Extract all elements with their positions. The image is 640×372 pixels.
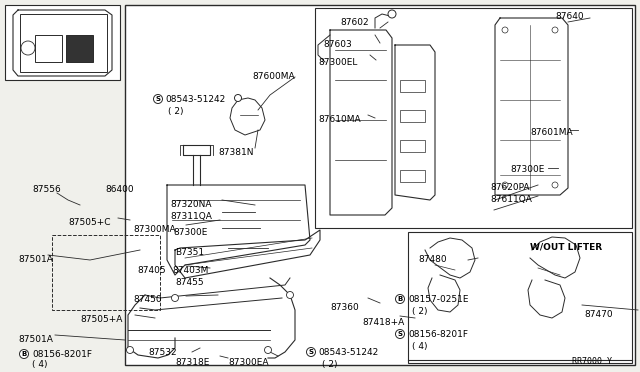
Text: 87360: 87360 — [330, 303, 359, 312]
Text: 86400: 86400 — [105, 185, 134, 194]
Text: S: S — [308, 349, 314, 355]
Text: 08157-0251E: 08157-0251E — [408, 295, 468, 304]
Text: 87418+A: 87418+A — [362, 318, 404, 327]
Text: 87300E: 87300E — [510, 165, 545, 174]
Bar — [125, 5, 635, 365]
Bar — [52, 235, 160, 310]
Circle shape — [154, 94, 163, 103]
Text: 87311QA: 87311QA — [170, 212, 212, 221]
Bar — [400, 80, 425, 92]
Text: 87532: 87532 — [148, 348, 177, 357]
Bar — [400, 170, 425, 182]
Text: 87640: 87640 — [555, 12, 584, 21]
Text: 87470: 87470 — [584, 310, 612, 319]
Text: ( 4): ( 4) — [32, 360, 47, 369]
Text: 87556: 87556 — [32, 185, 61, 194]
Circle shape — [172, 295, 179, 301]
Circle shape — [307, 347, 316, 356]
Text: 87600MA: 87600MA — [252, 72, 294, 81]
Bar — [400, 140, 425, 152]
Text: 87611QA: 87611QA — [490, 195, 532, 204]
Text: 87450: 87450 — [133, 295, 162, 304]
Circle shape — [234, 94, 241, 102]
Circle shape — [21, 41, 35, 55]
Text: 87455: 87455 — [175, 278, 204, 287]
Text: 87505+A: 87505+A — [80, 315, 122, 324]
Circle shape — [388, 10, 396, 18]
Text: ( 2): ( 2) — [168, 107, 184, 116]
Circle shape — [502, 27, 508, 33]
Text: ( 2): ( 2) — [412, 307, 428, 316]
Text: RR7000 Y: RR7000 Y — [572, 357, 612, 366]
Text: 87603: 87603 — [323, 40, 352, 49]
Text: 87318E: 87318E — [175, 358, 209, 367]
Text: 87320NA: 87320NA — [170, 200, 211, 209]
Bar — [5, 5, 120, 80]
Text: B: B — [21, 351, 27, 357]
Text: 87300EA: 87300EA — [228, 358, 269, 367]
Circle shape — [287, 292, 294, 298]
Text: 87300E: 87300E — [173, 228, 207, 237]
Text: ( 4): ( 4) — [412, 342, 428, 351]
Text: 87300MA: 87300MA — [133, 225, 175, 234]
Circle shape — [264, 346, 271, 353]
Circle shape — [552, 182, 558, 188]
Text: 87610MA: 87610MA — [318, 115, 360, 124]
Bar — [408, 232, 632, 363]
Text: 87601MA: 87601MA — [530, 128, 573, 137]
Text: S: S — [156, 96, 161, 102]
Bar — [35, 35, 62, 62]
Text: 87403M: 87403M — [172, 266, 209, 275]
Text: 87480: 87480 — [418, 255, 447, 264]
Circle shape — [396, 330, 404, 339]
Text: S: S — [397, 331, 403, 337]
Text: 87501A: 87501A — [18, 335, 53, 344]
Text: 08543-51242: 08543-51242 — [165, 95, 225, 104]
Bar — [66, 35, 93, 62]
Text: ( 2): ( 2) — [322, 360, 337, 369]
Circle shape — [502, 182, 508, 188]
Text: 87501A: 87501A — [18, 255, 53, 264]
Text: 87300EL: 87300EL — [318, 58, 357, 67]
Text: 87381N: 87381N — [218, 148, 253, 157]
Text: 87505+C: 87505+C — [68, 218, 111, 227]
Bar — [400, 110, 425, 122]
Text: 87602: 87602 — [340, 18, 369, 27]
Circle shape — [127, 346, 134, 353]
Circle shape — [396, 295, 404, 304]
Text: W/OUT LIFTER: W/OUT LIFTER — [530, 242, 602, 251]
Text: 87405: 87405 — [137, 266, 166, 275]
Text: 08156-8201F: 08156-8201F — [408, 330, 468, 339]
Text: 08543-51242: 08543-51242 — [318, 348, 378, 357]
Text: 08156-8201F: 08156-8201F — [32, 350, 92, 359]
Circle shape — [19, 350, 29, 359]
Bar — [20, 14, 107, 72]
Text: B7351: B7351 — [175, 248, 204, 257]
Text: 87620PA: 87620PA — [490, 183, 529, 192]
Circle shape — [552, 27, 558, 33]
Bar — [315, 8, 632, 228]
Text: B: B — [397, 296, 403, 302]
